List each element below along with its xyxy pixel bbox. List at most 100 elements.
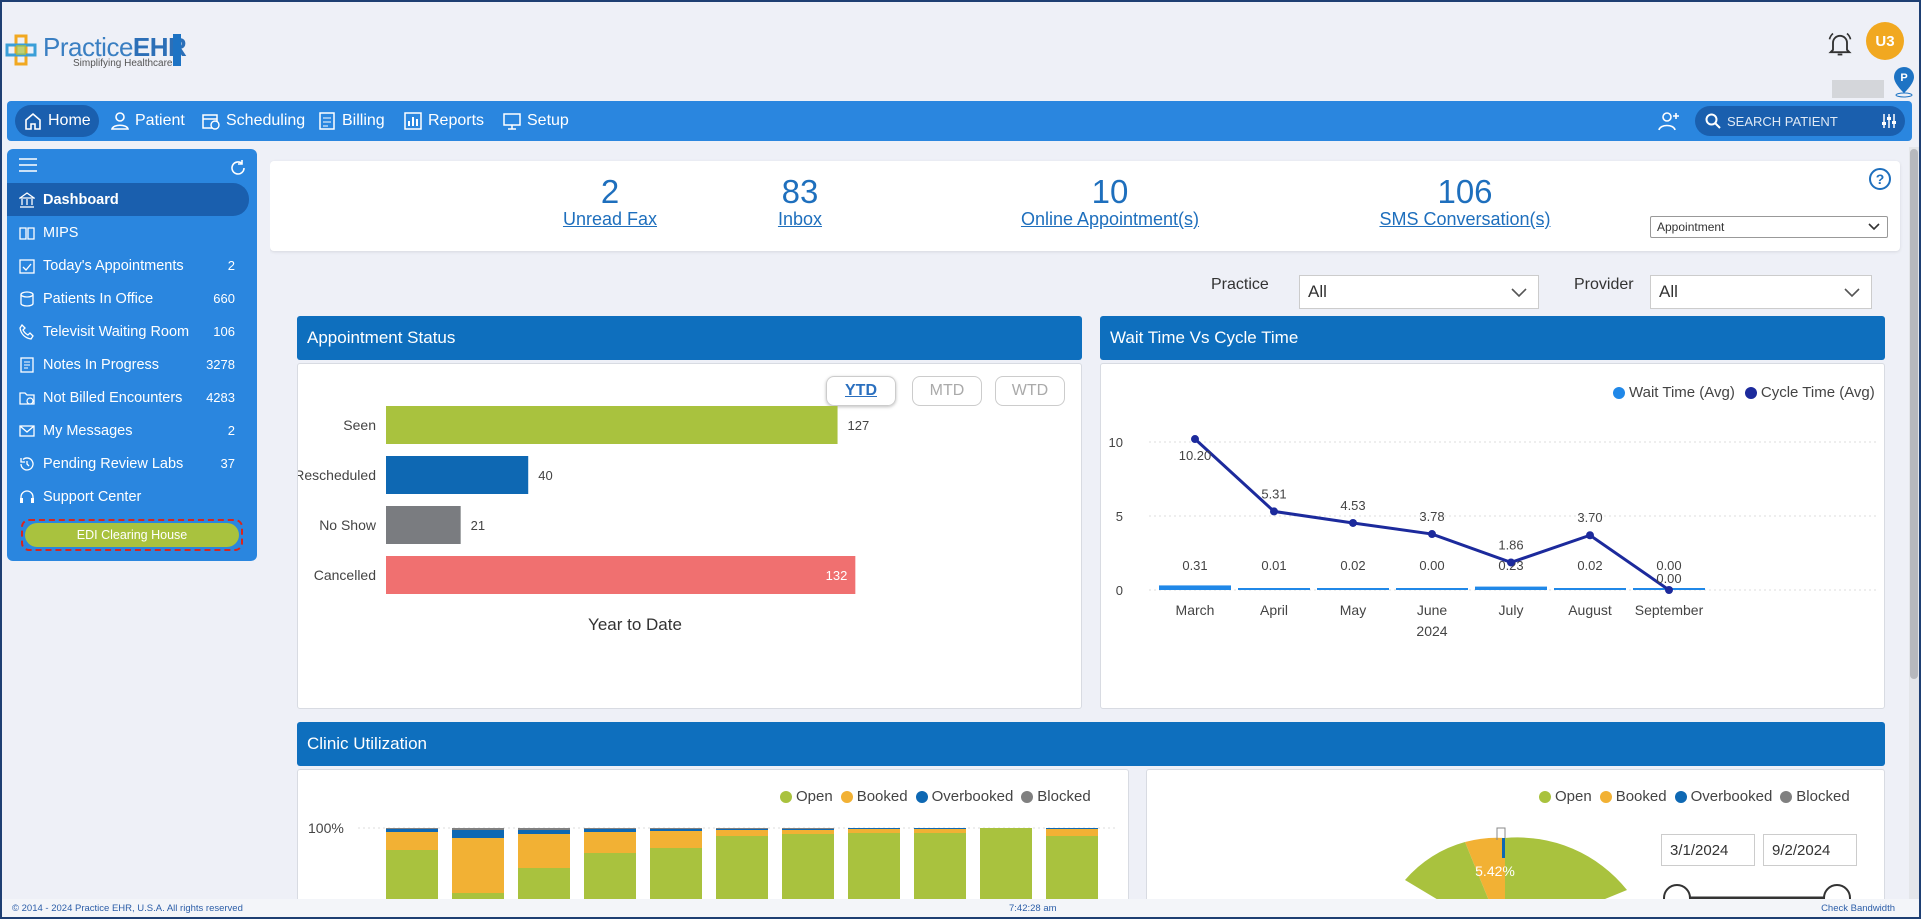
slider-handle-start [1663,884,1691,899]
headset-icon [20,489,34,503]
sidebar-item-my-messages[interactable]: My Messages 2 [7,414,257,447]
filter-sliders-icon[interactable] [1881,113,1897,129]
nav-setup[interactable]: Setup [494,105,577,137]
sidebar-item-support-center[interactable]: Support Center [7,480,257,513]
page-scrollbar[interactable] [1909,147,1919,899]
x-tick-label: March [1176,602,1215,618]
bar-category-label: No Show [319,517,377,533]
sidebar-item-mips[interactable]: MIPS [7,216,257,249]
stacked-bar-segment [782,834,834,899]
stacked-bar-segment [782,830,834,834]
pie-label-leader [1496,827,1506,840]
dashboard-content: 2 Unread Fax 83 Inbox 10 Online Appointment… [270,151,1910,899]
legend-overbooked: Overbooked [931,788,1014,805]
hamburger-menu-icon[interactable] [19,157,37,173]
sidebar-item-label: Not Billed Encounters [43,389,183,406]
practice-ehr-logo[interactable]: PracticeEHR Simplifying Healthcare [5,30,187,72]
y-tick-label: 0 [1116,583,1123,598]
toggle-mtd[interactable]: MTD [912,376,982,406]
count-badge: 4283 [206,390,235,405]
date-from-input[interactable]: 3/1/2024 [1661,834,1755,866]
stat-value: 2 [600,173,620,210]
stacked-bar-segment [386,828,438,829]
cycle-point [1586,531,1594,540]
patient-search[interactable] [1695,106,1905,136]
wait-bar [1159,585,1231,590]
stat-label[interactable]: Online Appointment(s) [1020,209,1200,229]
sidebar-item-televisit-waiting-room[interactable]: Televisit Waiting Room 106 [7,315,257,348]
location-pin-icon[interactable]: P [1892,66,1916,98]
stats-type-select[interactable]: Appointment [1650,216,1888,238]
appointment-status-header: Appointment Status [297,316,1082,360]
stacked-bar-segment [1046,828,1098,829]
x-tick-label: September [1635,602,1704,618]
nav-billing-label: Billing [342,112,385,129]
provider-label: Provider [1574,276,1634,293]
stat-label[interactable]: Inbox [777,209,823,229]
cycle-point [1270,507,1278,516]
stat-inbox[interactable]: 83 Inbox [700,175,900,230]
help-icon[interactable]: ? [1868,167,1892,191]
sidebar-item-pending-review-labs[interactable]: Pending Review Labs 37 [7,447,257,480]
clinic-utilization-bar-panel: Open Booked Overbooked Blocked 100% [297,769,1129,899]
stat-sms-conversations[interactable]: 106 SMS Conversation(s) [1355,175,1575,230]
legend-dot [1599,790,1612,803]
stacked-bar-segment [716,830,768,836]
stat-value: 106 [1437,173,1493,210]
cycle-value-label: 5.31 [1261,486,1286,501]
wait-cycle-legend: Wait Time (Avg) Cycle Time (Avg) [1613,384,1875,401]
stacked-bar-segment [452,838,504,893]
toggle-ytd[interactable]: YTD [826,376,896,406]
logo-bar [173,34,181,66]
bar [386,456,529,494]
nav-home[interactable]: Home [15,105,99,137]
edi-clearing-house-button[interactable]: EDI Clearing House [25,523,239,547]
nav-scheduling[interactable]: Scheduling [193,105,313,137]
sidebar-item-dashboard[interactable]: Dashboard [7,183,249,216]
sidebar-item-patients-in-office[interactable]: Patients In Office 660 [7,282,257,315]
calendar-check-icon [19,258,35,274]
stat-unread-fax[interactable]: 2 Unread Fax [510,175,710,230]
stacked-bar-segment [782,828,834,829]
stacked-bar-segment [650,829,702,831]
stacked-bar-segment [518,834,570,868]
bell-icon[interactable] [1826,30,1854,58]
practice-label: Practice [1211,276,1269,293]
wait-bar [1238,588,1310,590]
check-bandwidth-link[interactable]: Check Bandwidth [1821,902,1895,914]
utilization-pie-chart: 5.42% [1405,827,1627,899]
date-range-slider[interactable] [1657,878,1857,899]
stat-online-appointments[interactable]: 10 Online Appointment(s) [990,175,1230,230]
nav-billing[interactable]: Billing [309,105,393,137]
practice-dropdown[interactable]: All [1299,275,1539,309]
stat-label[interactable]: SMS Conversation(s) [1379,209,1551,229]
legend-blocked: Blocked [1037,788,1091,805]
search-input[interactable] [1727,113,1877,129]
sidebar-item-todays-appointments[interactable]: Today's Appointments 2 [7,249,257,282]
bar [386,506,461,544]
reports-icon [404,112,422,130]
x-tick-label: July [1499,602,1524,618]
stacked-bar-segment [452,893,504,899]
sidebar-item-not-billed-encounters[interactable]: Not Billed Encounters 4283 [7,381,257,414]
stacked-bar-segment [386,832,438,850]
bar [386,406,838,444]
date-to-input[interactable]: 9/2/2024 [1763,834,1857,866]
refresh-icon[interactable] [229,159,247,177]
stat-label[interactable]: Unread Fax [562,209,658,229]
legend-booked: Booked [1615,788,1667,805]
stacked-bar-segment [650,848,702,899]
slider-handle-end [1823,884,1851,899]
toggle-wtd[interactable]: WTD [995,376,1065,406]
nav-patient[interactable]: Patient [102,105,193,137]
add-user-icon[interactable] [1657,109,1681,133]
stacked-bar-segment [584,853,636,899]
legend-dot [1021,790,1034,803]
brand-name: Practice [43,32,133,62]
scrollbar-thumb[interactable] [1910,149,1918,679]
wait-value-label: 0.31 [1182,558,1207,573]
nav-reports[interactable]: Reports [395,105,492,137]
sidebar-item-notes-in-progress[interactable]: Notes In Progress 3278 [7,348,257,381]
avatar[interactable]: U3 [1866,22,1904,60]
provider-dropdown[interactable]: All [1650,275,1872,309]
